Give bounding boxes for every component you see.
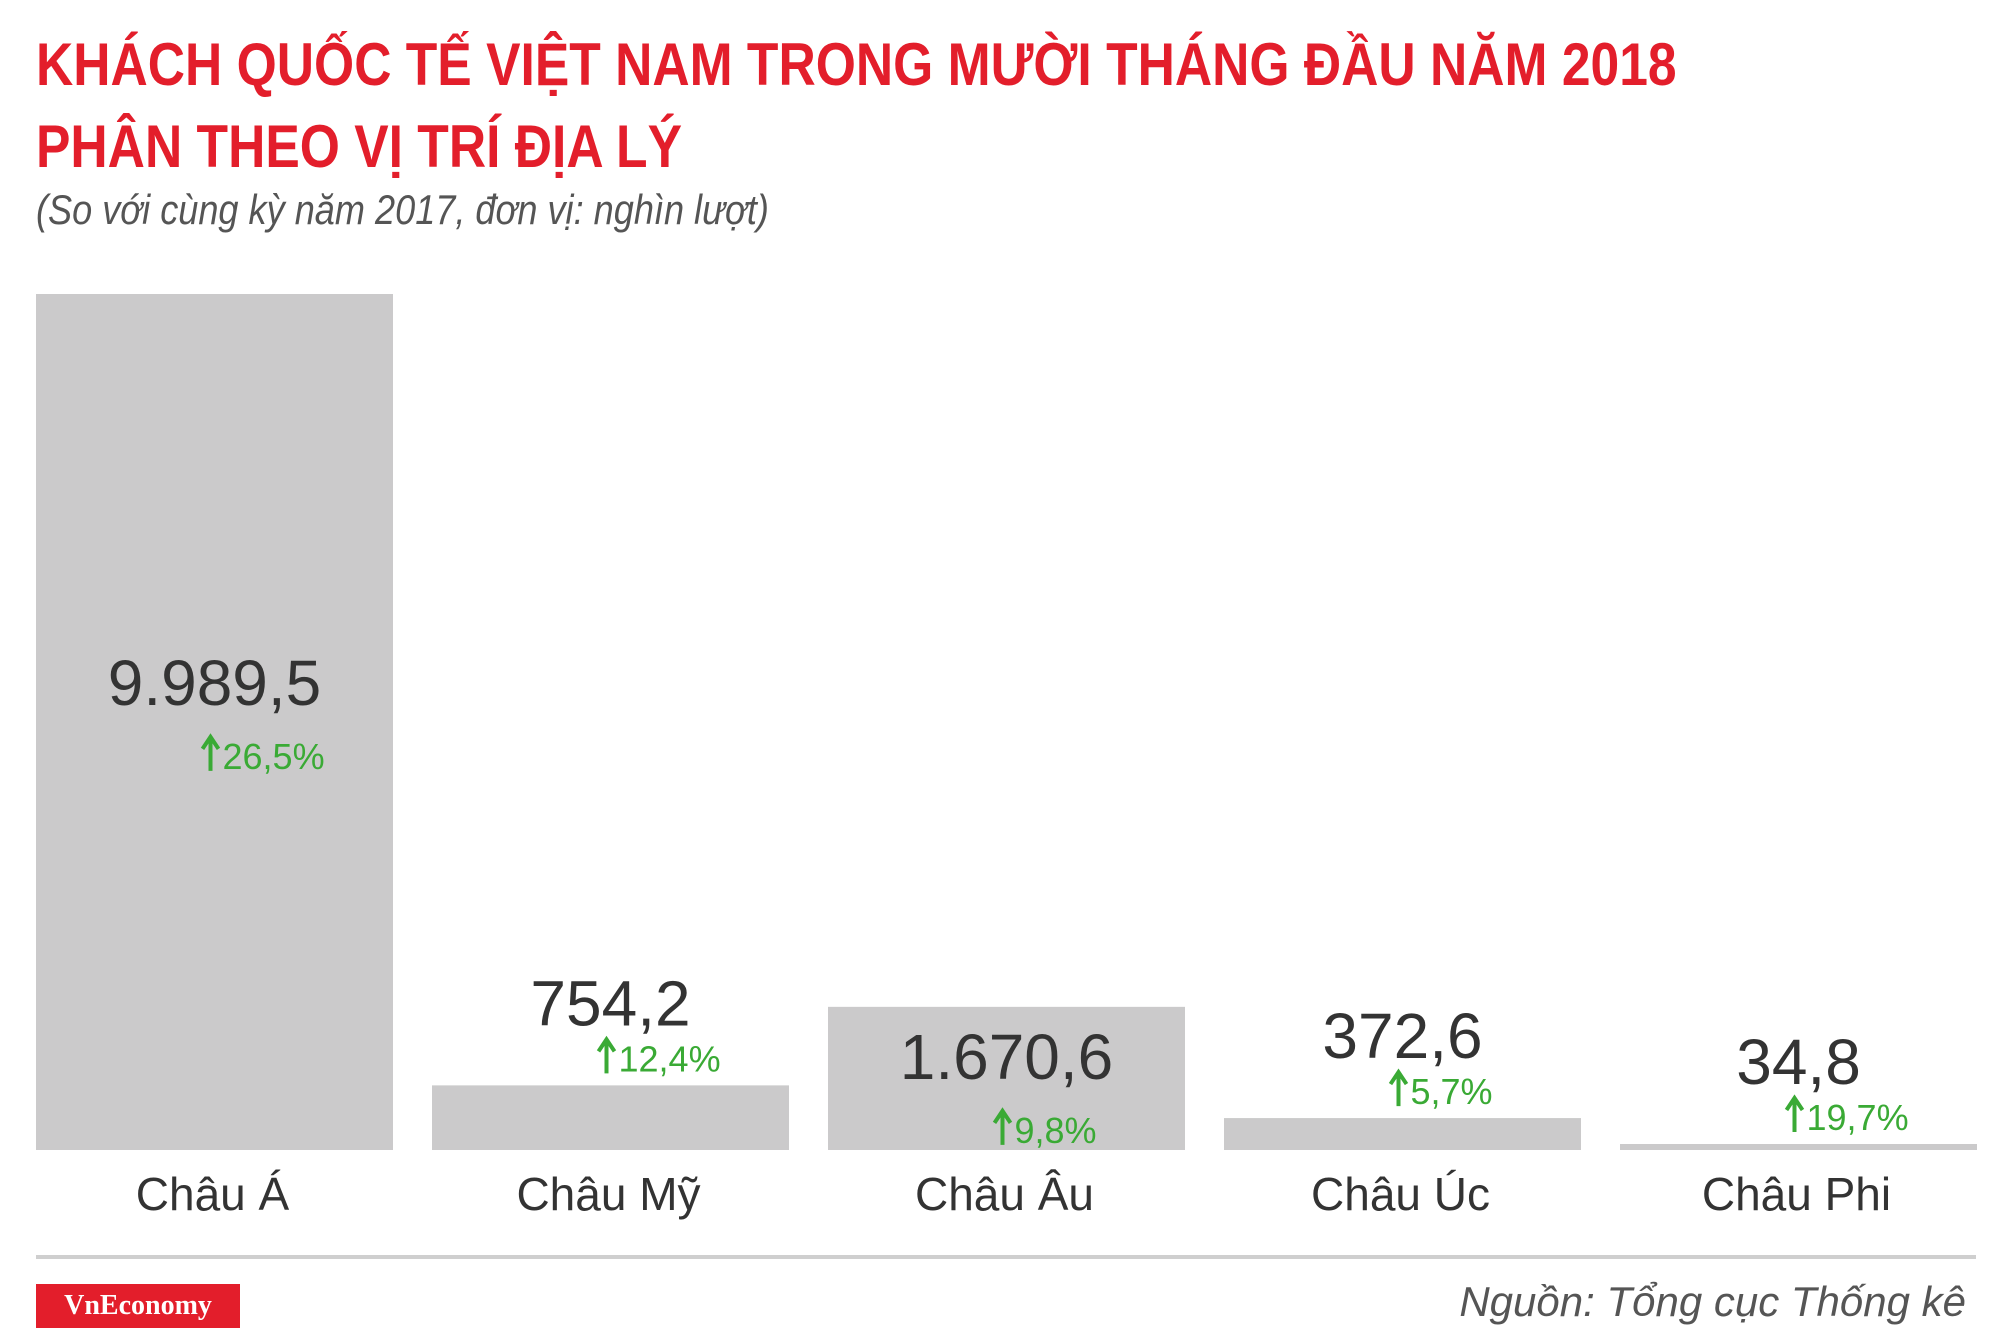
bar-1 [432, 1085, 789, 1150]
change-label-3: 5,7% [1411, 1071, 1493, 1112]
value-label-3: 372,6 [1322, 1000, 1482, 1072]
source-note: Nguồn: Tổng cục Thống kê [1459, 1278, 1966, 1325]
bar-0 [36, 294, 393, 1150]
bar-chart: 9.989,5 26,5% Châu Á 754,212,4% Châu Mỹ 1.670… [36, 294, 1977, 1220]
chart-title-line-1: KHÁCH QUỐC TẾ VIỆT NAM TRONG MƯỜI THÁNG … [36, 31, 1677, 98]
chart-title-line-2: PHÂN THEO VỊ TRÍ ĐỊA LÝ [36, 113, 682, 180]
bar-2 [828, 1006, 1185, 1150]
value-label-2: 1.670,6 [900, 1021, 1114, 1093]
category-label-2: Châu Âu [915, 1168, 1094, 1220]
bar-4 [1620, 1144, 1977, 1150]
value-label-0: 9.989,5 [108, 647, 322, 719]
change-label-2: 9,8% [1015, 1110, 1097, 1151]
brand-logo: VnEconomy [36, 1284, 240, 1328]
change-label-0: 26,5% [223, 736, 325, 777]
footer-divider [36, 1255, 1976, 1259]
category-label-0: Châu Á [136, 1168, 290, 1220]
change-label-4: 19,7% [1807, 1097, 1909, 1138]
increase-arrow-icon [1388, 1068, 1409, 1107]
bar-3 [1224, 1118, 1581, 1150]
value-label-4: 34,8 [1736, 1026, 1861, 1098]
category-label-1: Châu Mỹ [516, 1168, 700, 1220]
category-label-3: Châu Úc [1311, 1168, 1490, 1220]
category-label-4: Châu Phi [1702, 1168, 1891, 1220]
increase-arrow-icon [200, 733, 221, 771]
value-label-1: 754,2 [530, 967, 690, 1039]
increase-arrow-icon [992, 1107, 1013, 1145]
chart-subtitle: (So với cùng kỳ năm 2017, đơn vị: nghìn … [36, 186, 769, 233]
increase-arrow-icon [1784, 1094, 1805, 1132]
increase-arrow-icon [596, 1035, 617, 1074]
change-label-1: 12,4% [619, 1038, 721, 1079]
